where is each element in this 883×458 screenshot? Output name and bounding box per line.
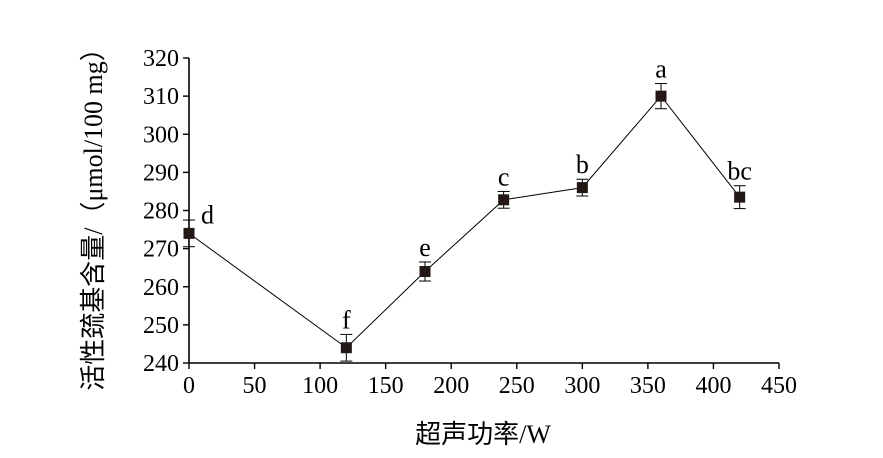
axes	[188, 58, 779, 364]
series-line	[188, 95, 741, 349]
x-axis-ticks: 0 50 100 150 200 250 300 350 400 450	[183, 363, 797, 399]
y-tick-label: 240	[143, 351, 179, 377]
significance-label: a	[655, 55, 667, 84]
x-tick-label: 350	[630, 373, 666, 399]
significance-label: d	[201, 200, 214, 229]
y-tick-label: 310	[143, 84, 179, 110]
data-point	[498, 194, 510, 206]
data-point	[576, 182, 588, 194]
y-tick-label: 300	[143, 122, 179, 148]
y-tick-label: 280	[143, 199, 179, 225]
x-tick-label: 250	[499, 373, 535, 399]
x-axis-label: 超声功率/W	[415, 420, 551, 449]
significance-label: e	[419, 233, 431, 262]
data-point	[183, 227, 195, 239]
significance-label: bc	[727, 157, 752, 186]
y-axis-label: 活性巯基含量/（μmol/100 mg）	[79, 35, 108, 391]
data-point	[655, 90, 667, 102]
data-point	[734, 191, 746, 203]
significance-label: f	[342, 305, 351, 334]
data-point	[340, 342, 352, 354]
x-tick-label: 150	[368, 373, 404, 399]
x-tick-label: 100	[302, 373, 338, 399]
significance-label: b	[576, 150, 589, 179]
significance-label: c	[498, 162, 510, 191]
y-axis-ticks: 240 250 260 270 280 290 300 310 320	[143, 46, 189, 377]
x-tick-label: 200	[433, 373, 469, 399]
y-tick-label: 290	[143, 160, 179, 186]
x-tick-label: 50	[243, 373, 267, 399]
y-tick-label: 260	[143, 275, 179, 301]
x-tick-label: 450	[761, 373, 797, 399]
series-group: d f e c b a bc	[183, 55, 752, 362]
data-point	[419, 266, 431, 277]
x-tick-label: 400	[695, 373, 731, 399]
x-tick-label: 0	[183, 373, 195, 399]
y-tick-label: 320	[143, 46, 179, 72]
y-tick-label: 270	[143, 237, 179, 263]
x-tick-label: 300	[564, 373, 600, 399]
y-tick-label: 250	[143, 313, 179, 339]
